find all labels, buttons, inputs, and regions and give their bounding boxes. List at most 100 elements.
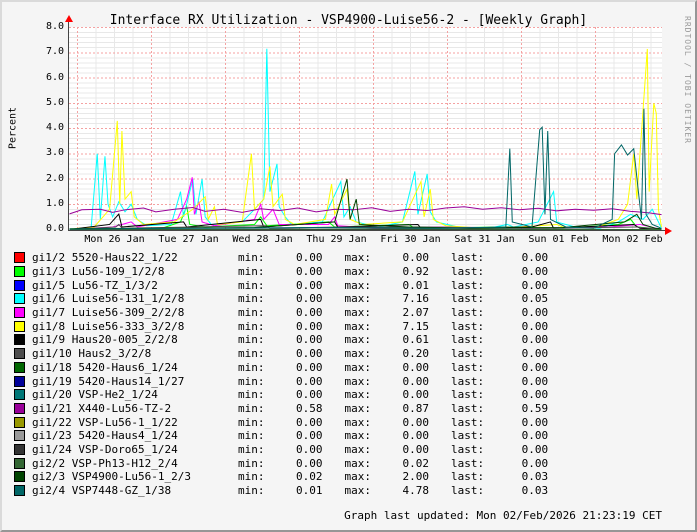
legend-series-name: gi1/21 X440-Lu56-TZ-2 — [32, 401, 172, 415]
legend-min-label: min: — [238, 374, 265, 388]
legend-max-label: max: — [344, 333, 372, 347]
legend-min-value: 0.01 — [296, 484, 323, 498]
y-axis-tick-label: 8.0 — [45, 21, 64, 32]
legend-max-value: 2.07 — [402, 306, 430, 320]
legend-swatch-icon — [14, 375, 25, 387]
series-line — [69, 48, 662, 230]
legend-last-label: last: — [451, 292, 485, 306]
legend-series-name: gi1/20 VSP-He2_1/24 — [32, 388, 158, 402]
legend-min-value: 0.00 — [296, 265, 323, 279]
legend-swatch-icon — [14, 293, 25, 305]
legend-max-value: 0.20 — [402, 347, 430, 361]
legend-series-name: gi1/22 VSP-Lu56-1_1/22 — [32, 415, 178, 429]
legend-last-label: last: — [451, 484, 485, 498]
legend-min-label: min: — [238, 401, 265, 415]
legend-last-value: 0.00 — [521, 374, 549, 388]
x-axis-tick-label: Sat 31 Jan — [454, 234, 515, 245]
legend-last-value: 0.00 — [521, 265, 549, 279]
legend-last-value: 0.00 — [521, 442, 549, 456]
legend-min-value: 0.00 — [296, 456, 323, 470]
legend-max-label: max: — [344, 415, 372, 429]
legend-series-name: gi1/24 VSP-Doro65_1/24 — [32, 442, 178, 456]
legend-row: gi1/3 Lu56-109_1/2/8 min: 0.00 max: 0.92 last… — [14, 265, 687, 279]
legend-max-label: max: — [344, 292, 372, 306]
legend-row: gi2/2 VSP-Ph13-H12_2/4 min: 0.00 max: 0.02 la… — [14, 456, 687, 470]
legend-min-label: min: — [238, 347, 265, 361]
legend-min-value: 0.00 — [296, 306, 323, 320]
legend-min-value: 0.00 — [296, 319, 323, 333]
legend-max-value: 4.78 — [402, 484, 430, 498]
y-axis-tick-label: 5.0 — [45, 96, 64, 108]
legend-min-value: 0.00 — [296, 360, 323, 374]
legend-min-label: min: — [238, 306, 265, 320]
legend-last-label: last: — [451, 388, 485, 402]
y-axis-tick-label: 0.0 — [45, 223, 64, 234]
legend-series-name: gi1/9 Haus20-005_2/2/8 — [32, 333, 178, 347]
legend-max-label: max: — [344, 347, 372, 361]
legend-row: gi2/3 VSP4900-Lu56-1_2/3 min: 0.02 max: 2.00… — [14, 470, 687, 484]
legend-max-label: max: — [344, 429, 372, 443]
legend-last-value: 0.00 — [521, 306, 549, 320]
x-axis-tick-label: Mon 02 Feb — [602, 234, 663, 245]
legend-max-label: max: — [344, 470, 372, 484]
legend-last-label: last: — [451, 470, 485, 484]
legend-swatch-icon — [14, 307, 25, 319]
legend-swatch-icon — [14, 361, 25, 373]
legend-min-value: 0.00 — [296, 429, 323, 443]
x-axis-tick-label: Sun 01 Feb — [528, 234, 589, 245]
legend-row: gi1/10 Haus2_3/2/8 min: 0.00 max: 0.20 last: 0… — [14, 347, 687, 361]
legend-last-label: last: — [451, 442, 485, 456]
legend-row: gi1/23 5420-Haus4_1/24 min: 0.00 max: 0.00 la… — [14, 429, 687, 443]
y-axis-tick-label: 1.0 — [45, 197, 64, 209]
legend-last-label: last: — [451, 415, 485, 429]
legend-last-label: last: — [451, 251, 485, 265]
legend-max-label: max: — [344, 374, 372, 388]
legend-min-value: 0.58 — [296, 401, 323, 415]
legend-max-value: 0.01 — [402, 278, 430, 292]
legend-min-label: min: — [238, 429, 265, 443]
legend-last-label: last: — [451, 306, 485, 320]
x-axis-tick-label: Tue 27 Jan — [158, 234, 219, 245]
legend-row: gi1/19 5420-Haus14_1/27 min: 0.00 max: 0.00 l… — [14, 374, 687, 388]
legend-swatch-icon — [14, 443, 25, 455]
x-axis-arrow-icon — [665, 227, 672, 235]
legend-max-value: 0.00 — [402, 429, 430, 443]
legend: gi1/2 5520-Haus22_1/22 min: 0.00 max: 0.00 la… — [14, 251, 687, 497]
legend-min-label: min: — [238, 456, 265, 470]
legend-last-value: 0.05 — [521, 292, 549, 306]
legend-row: gi2/4 VSP7448-GZ_1/38 min: 0.01 max: 4.78 las… — [14, 484, 687, 498]
legend-last-label: last: — [451, 278, 485, 292]
legend-min-label: min: — [238, 484, 265, 498]
legend-last-value: 0.00 — [521, 388, 549, 402]
legend-swatch-icon — [14, 457, 25, 469]
legend-max-value: 0.00 — [402, 374, 430, 388]
legend-swatch-icon — [14, 471, 25, 483]
legend-min-value: 0.00 — [296, 347, 323, 361]
legend-swatch-icon — [14, 334, 25, 346]
series-line — [69, 228, 662, 230]
legend-max-value: 0.87 — [402, 401, 430, 415]
y-axis-line — [68, 22, 69, 231]
legend-min-label: min: — [238, 319, 265, 333]
legend-min-value: 0.00 — [296, 278, 323, 292]
legend-last-value: 0.00 — [521, 278, 549, 292]
legend-min-value: 0.02 — [296, 470, 323, 484]
legend-max-label: max: — [344, 265, 372, 279]
legend-min-label: min: — [238, 360, 265, 374]
legend-swatch-icon — [14, 430, 25, 442]
last-updated-text: Graph last updated: Mon 02/Feb/2026 21:2… — [344, 509, 662, 522]
series-line — [69, 108, 662, 230]
legend-row: gi1/22 VSP-Lu56-1_1/22 min: 0.00 max: 0.00 la… — [14, 415, 687, 429]
legend-swatch-icon — [14, 320, 25, 332]
legend-max-value: 7.15 — [402, 319, 430, 333]
legend-series-name: gi1/10 Haus2_3/2/8 — [32, 347, 152, 361]
legend-max-label: max: — [344, 319, 372, 333]
legend-max-value: 0.02 — [402, 456, 430, 470]
legend-max-value: 0.00 — [402, 251, 430, 265]
legend-last-label: last: — [451, 401, 485, 415]
legend-swatch-icon — [14, 485, 25, 497]
legend-swatch-icon — [14, 266, 25, 278]
y-axis-tick-label: 2.0 — [45, 172, 64, 184]
y-axis-tick-label: 3.0 — [45, 147, 64, 159]
